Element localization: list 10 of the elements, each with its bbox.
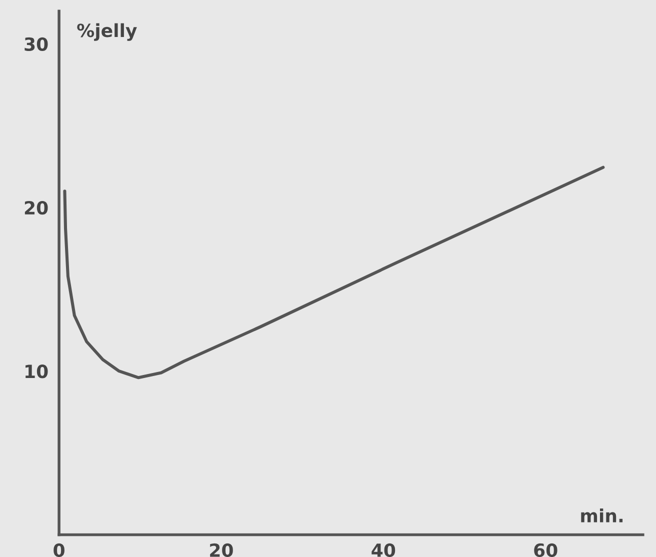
y-tick-label: 30 — [24, 37, 48, 51]
x-tick-label: 40 — [372, 543, 396, 557]
x-tick-label: 20 — [210, 543, 233, 557]
y-tick-label: 10 — [26, 364, 48, 378]
y-axis-title: %jelly — [77, 23, 137, 41]
y-tick-label: 20 — [24, 200, 48, 215]
line-series — [63, 166, 605, 380]
x-axis-title: min. — [581, 508, 623, 522]
x-tick-label: 0 — [54, 543, 64, 557]
x-tick-label: 60 — [534, 543, 558, 557]
